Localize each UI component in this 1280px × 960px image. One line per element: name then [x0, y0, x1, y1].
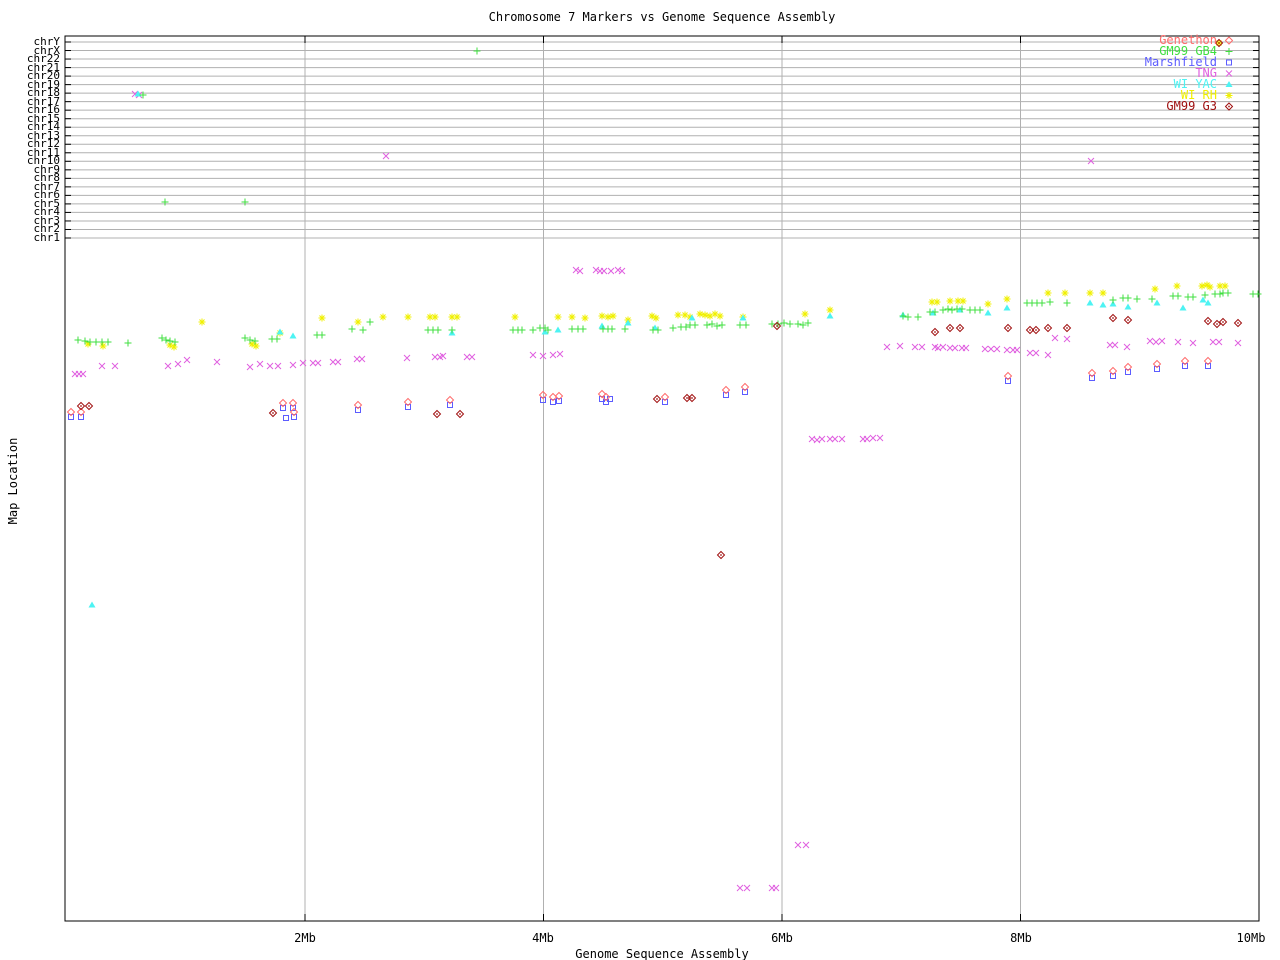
tng-x-icon [1225, 70, 1233, 77]
chart-title: Chromosome 7 Markers vs Genome Sequence … [488, 10, 836, 24]
series-gm99-g3 [76, 38, 1243, 560]
series-genethon [66, 356, 1213, 417]
y-tick-label-chr12: chr12 [26, 137, 60, 151]
wi-rh-asterisk-icon [1225, 92, 1233, 99]
y-tick-label-chr16: chr16 [26, 103, 60, 117]
y-tick-label-chr4: chr4 [33, 205, 61, 219]
x-tick-label-4mb: 4Mb [532, 931, 554, 945]
series-gm99-gb4 [74, 47, 1262, 347]
legend-label-wi-rh: WI RH [1180, 88, 1217, 102]
x-tick-label-6mb: 6Mb [771, 931, 793, 945]
y-tick-label-chr15: chr15 [26, 111, 60, 125]
legend-item-wi-rh: WI RH [1145, 88, 1237, 102]
legend-label-tng: TNG [1195, 66, 1217, 80]
y-tick-label-chry: chrY [33, 35, 61, 48]
legend-label-gm99-gb4: GM99 GB4 [1159, 44, 1217, 58]
x-tick-label-2mb: 2Mb [294, 931, 316, 945]
y-tick-label-chr6: chr6 [33, 188, 61, 202]
y-tick-label-chr20: chr20 [26, 69, 60, 83]
y-tick-label-chr10: chr10 [26, 154, 60, 168]
y-tick-label-chr5: chr5 [33, 196, 61, 210]
y-tick-label-chr2: chr2 [33, 222, 61, 236]
x-tick-label-10mb: 10Mb [1236, 931, 1266, 945]
y-tick-label-chr7: chr7 [33, 179, 61, 193]
y-tick-label-chr21: chr21 [26, 60, 60, 74]
y-tick-label-chr1: chr1 [33, 230, 61, 244]
y-tick-label-chr18: chr18 [26, 86, 60, 100]
y-tick-label-chr11: chr11 [26, 145, 60, 159]
y-tick-label-chrx: chrX [33, 43, 61, 57]
legend-label-genethon: Genethon [1159, 33, 1217, 47]
y-tick-label-chr13: chr13 [26, 128, 60, 142]
series-marshfield [68, 363, 1211, 421]
legend-label-wi-yac: WI YAC [1173, 77, 1217, 91]
x-tick-label-8mb: 8Mb [1010, 931, 1032, 945]
y-axis-title: Map Location [6, 437, 20, 525]
legend-item-genethon: Genethon [1145, 33, 1237, 47]
series-wi-yac [88, 90, 1212, 608]
gm99-g3-diamond-icon [1224, 102, 1234, 111]
legend-label-gm99-g3: GM99 G3 [1166, 99, 1217, 113]
gm99-gb4-plus-icon [1225, 48, 1233, 55]
x-axis-title: Genome Sequence Assembly [575, 947, 749, 960]
y-tick-label-chr9: chr9 [33, 162, 61, 176]
legend-item-tng: TNG [1145, 66, 1237, 80]
y-tick-label-chr22: chr22 [26, 52, 60, 66]
legend-item-gm99-gb4: GM99 GB4 [1145, 44, 1237, 58]
legend-item-gm99-g3: GM99 G3 [1145, 99, 1237, 113]
series-wi-rh [84, 39, 1229, 351]
legend-label-marshfield: Marshfield [1144, 55, 1217, 69]
y-tick-label-chr19: chr19 [26, 77, 60, 91]
legend-item-wi-yac: WI YAC [1145, 77, 1237, 91]
y-tick-label-chr8: chr8 [33, 171, 61, 185]
marshfield-square-icon [1226, 59, 1232, 66]
legend: Genethon GM99 GB4 Marshfield TNG WI YAC … [1144, 33, 1237, 113]
genethon-diamond-icon [1224, 36, 1234, 45]
y-tick-label-chr17: chr17 [26, 94, 60, 108]
y-tick-label-chr3: chr3 [33, 213, 61, 227]
legend-item-marshfield: Marshfield [1144, 55, 1237, 69]
series-tng [71, 90, 1242, 892]
y-tick-label-chr14: chr14 [26, 120, 60, 134]
wi-yac-triangle-icon [1225, 81, 1233, 87]
